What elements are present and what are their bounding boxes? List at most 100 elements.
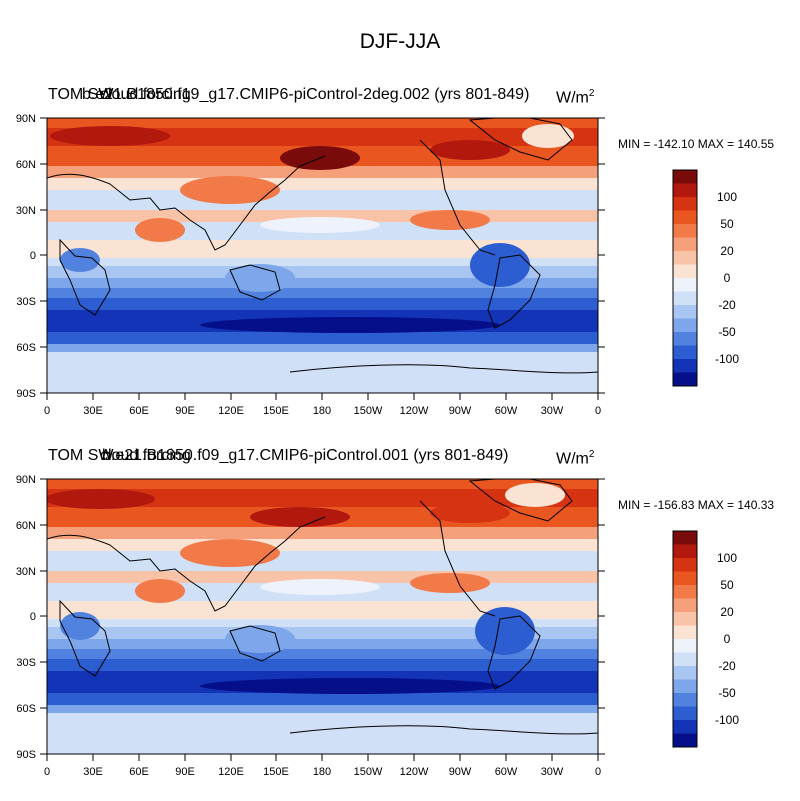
colorbar-swatch [673, 345, 697, 360]
colorbar-swatch [673, 625, 697, 640]
lat-label: 90N [16, 474, 36, 486]
panel-case-overprint: cloud forcing [100, 86, 191, 103]
lat-label: 60N [16, 159, 36, 171]
lat-label: 90S [16, 749, 36, 761]
colorbar-swatch [673, 652, 697, 667]
lat-axis: 90N 60N 30N 0 30S 60S 90S [16, 474, 605, 761]
colorbar-swatch [673, 720, 697, 734]
lat-label: 30S [16, 657, 36, 669]
page-title: DJF-JJA [359, 30, 441, 53]
colorbar-label: 50 [720, 578, 734, 592]
colorbar-swatch [673, 372, 697, 387]
lon-label: 30W [541, 766, 564, 778]
colorbar-swatch [673, 251, 697, 265]
panel-case-label: b.e21.B1850.f19_g17.CMIP6-piControl-2deg… [82, 86, 530, 103]
colorbar-swatch [673, 210, 697, 225]
colorbar-swatch [673, 224, 697, 238]
lat-axis: 90N 60N 30N 0 30S 60S 90S [16, 113, 605, 400]
colorbar-swatch [673, 733, 697, 748]
coastlines [47, 479, 598, 735]
colorbar-swatch [673, 571, 697, 586]
contour-field [47, 479, 598, 754]
coastlines [47, 118, 598, 374]
lat-label: 30N [16, 205, 36, 217]
colorbar-swatch [673, 291, 697, 306]
colorbar-swatch [673, 197, 697, 211]
colorbar-swatch [673, 666, 697, 680]
units-label: W/m2 [556, 88, 595, 107]
lon-axis: 0 30E 60E 90E 120E 150E 180 150W 120W 90… [44, 754, 601, 778]
lon-label: 60W [495, 766, 518, 778]
lon-label: 120E [218, 405, 244, 417]
colorbar-label: 100 [717, 551, 737, 565]
colorbar-border [672, 169, 698, 387]
colorbar: 100 50 20 0 -20 -50 -100 [672, 530, 739, 748]
colorbar-swatch [673, 679, 697, 694]
lon-label: 120W [400, 766, 429, 778]
lon-label: 150E [263, 766, 289, 778]
min-max-label: MIN = -156.83 MAX = 140.33 [618, 498, 775, 512]
lat-label: 0 [30, 250, 36, 262]
lat-label: 90N [16, 113, 36, 125]
lon-label: 90W [449, 405, 472, 417]
colorbar-swatch [673, 237, 697, 252]
map-panel-top: TOM SW b.e21.B1850.f19_g17.CMIP6-piContr… [0, 80, 800, 440]
colorbar-swatch [673, 531, 697, 545]
lon-label: 150W [354, 405, 383, 417]
lat-label: 0 [30, 611, 36, 623]
lat-label: 30S [16, 296, 36, 308]
colorbar-swatch [673, 183, 697, 198]
colorbar-swatch [673, 278, 697, 292]
colorbar-label: -100 [715, 713, 739, 727]
lon-label: 90W [449, 766, 472, 778]
lon-label: 120E [218, 766, 244, 778]
panel-case-overprint: cloud forcing [100, 447, 191, 464]
colorbar-swatch [673, 264, 697, 279]
colorbar-label: 0 [724, 632, 731, 646]
lon-label: 180 [313, 405, 331, 417]
lon-label: 60W [495, 405, 518, 417]
colorbar-label: -50 [718, 686, 736, 700]
lat-label: 30N [16, 566, 36, 578]
colorbar-swatch [673, 706, 697, 721]
lon-label: 60E [129, 405, 149, 417]
colorbar-swatch [673, 585, 697, 599]
lon-label: 30E [83, 766, 103, 778]
colorbar-swatch [673, 359, 697, 373]
lon-label: 180 [313, 766, 331, 778]
lon-label: 0 [44, 766, 50, 778]
lon-label: 90E [175, 766, 195, 778]
map-svg: 90N 60N 30N 0 30S 60S 90S 0 30E 60E 90E [16, 113, 740, 417]
colorbar-swatch [673, 639, 697, 653]
colorbar-label: 20 [720, 605, 734, 619]
map-panel-bottom: TOM SW b.e21.B1850.f09_g17.CMIP6-piContr… [0, 441, 800, 801]
colorbar-label: -20 [718, 298, 736, 312]
colorbar-swatch [673, 170, 697, 184]
lon-label: 150W [354, 766, 383, 778]
lon-label: 90E [175, 405, 195, 417]
colorbar-label: -100 [715, 352, 739, 366]
colorbar-swatch [673, 305, 697, 319]
colorbar-swatch [673, 693, 697, 707]
lat-label: 60N [16, 520, 36, 532]
colorbar-label: -50 [718, 325, 736, 339]
map-svg: 90N 60N 30N 0 30S 60S 90S 0 30E 60E 90E [16, 474, 740, 778]
lon-label: 30W [541, 405, 564, 417]
contour-field [47, 118, 598, 393]
lat-label: 60S [16, 703, 36, 715]
colorbar-swatch [673, 612, 697, 626]
lon-label: 0 [595, 405, 601, 417]
colorbar-swatch [673, 544, 697, 559]
min-max-label: MIN = -142.10 MAX = 140.55 [618, 137, 775, 151]
lon-label: 120W [400, 405, 429, 417]
colorbar-label: 20 [720, 244, 734, 258]
lat-label: 60S [16, 342, 36, 354]
panel-case-label: b.e21.B1850.f09_g17.CMIP6-piControl.001 … [102, 447, 509, 464]
units-label: W/m2 [556, 449, 595, 468]
panel-variable-label: TOM SW [48, 447, 114, 464]
lon-label: 0 [44, 405, 50, 417]
colorbar-label: -20 [718, 659, 736, 673]
colorbar-swatch [673, 598, 697, 613]
lon-label: 150E [263, 405, 289, 417]
panel-variable-label: TOM SW [48, 86, 114, 103]
